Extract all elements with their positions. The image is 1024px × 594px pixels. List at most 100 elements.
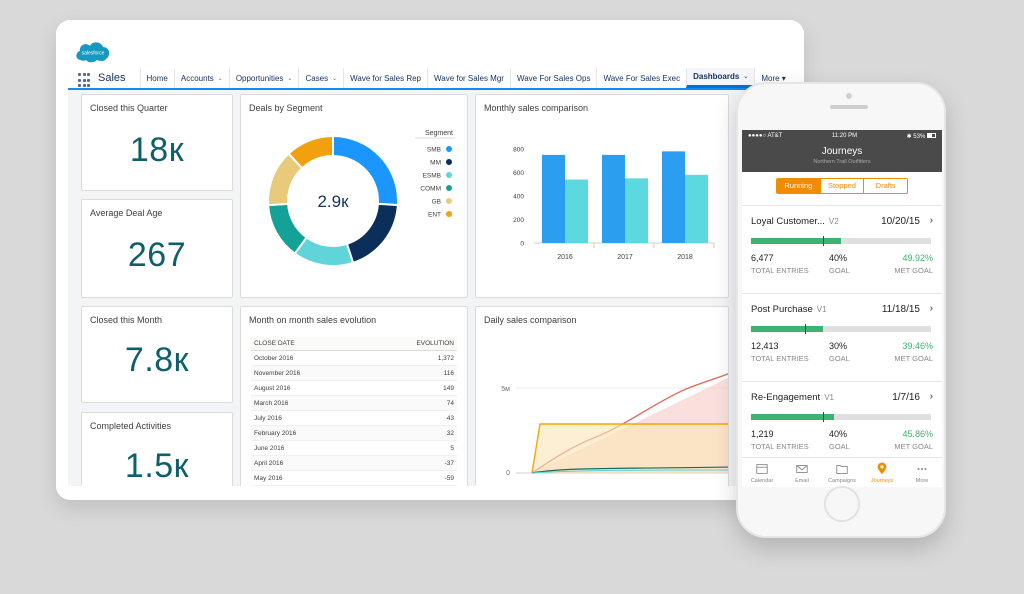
nav-tab-wave-for-sales-exec[interactable]: Wave For Sales Exec [596, 68, 686, 88]
salesforce-logo[interactable]: salesforce [73, 38, 113, 66]
daily-sales-chart: 5м 0 [501, 373, 728, 477]
total-entries-stat: 6,477 TOTAL ENTRIES [751, 253, 809, 275]
close-date-cell: May 2016 [251, 470, 364, 486]
table-row[interactable]: April 2016 -37 [251, 455, 457, 471]
table-row[interactable]: October 2016 1,372 [251, 350, 457, 366]
table-row[interactable]: May 2016 -59 [251, 470, 457, 486]
tab-campaigns[interactable]: Campaigns [822, 458, 862, 487]
chevron-right-icon[interactable]: › [929, 303, 933, 314]
nav-tab-wave-for-sales-ops[interactable]: Wave For Sales Ops [509, 68, 597, 88]
segment-running[interactable]: Running [777, 179, 820, 193]
close-date-cell: July 2016 [251, 410, 364, 426]
clock-text: 11:20 PM [831, 133, 858, 139]
column-header-close-date[interactable]: CLOSE DATE [251, 337, 364, 351]
chevron-down-icon[interactable]: ⌄ [287, 75, 293, 82]
journey-name-text: Re-Engagement [751, 392, 821, 403]
calendar-icon [756, 464, 768, 474]
daily-sales-card: Daily sales comparison 5м 0 [475, 306, 729, 486]
folder-icon [836, 465, 848, 474]
journey-progress-bar [751, 236, 931, 246]
column-header-evolution[interactable]: EVOLUTION [363, 337, 457, 351]
stat-value: 40% [829, 429, 848, 439]
kpi-value: 18к [129, 131, 185, 169]
journey-version: V1 [824, 393, 834, 402]
journey-name: Loyal Customer... V2 [751, 216, 839, 227]
legend-label: MM [430, 160, 441, 167]
kpi-value: 267 [127, 236, 187, 274]
donut-slice-ent[interactable] [287, 134, 334, 170]
app-launcher-icon[interactable] [78, 73, 92, 88]
deals-by-segment-card: Deals by Segment 2.9к Segment SMB MM ESMB COM… [240, 94, 468, 298]
nav-tab-wave-for-sales-mgr[interactable]: Wave for Sales Mgr [427, 68, 510, 88]
status-segmented-control: Running Stopped Drafts [776, 178, 908, 194]
email-icon [796, 465, 808, 473]
tab-journeys[interactable]: Journeys [862, 458, 902, 487]
x-tick-label: 2017 [617, 254, 633, 261]
nav-tab-label: Wave for Sales Mgr [434, 73, 504, 83]
legend-swatch [446, 172, 452, 178]
kpi-closed-quarter-card: Closed this Quarter 18к [81, 94, 233, 191]
phone-frame: ●●●●○ AT&T 11:20 PM ✱ 53% Journeys North… [736, 82, 946, 538]
nav-more-button[interactable]: More ▾ [754, 68, 791, 88]
nav-tab-dashboards[interactable]: Dashboards ⌄ [686, 68, 755, 88]
tab-email[interactable]: Email [782, 458, 822, 487]
bar-2016-series-1[interactable] [542, 154, 565, 243]
nav-tab-label: Cases [305, 73, 329, 83]
table-row[interactable]: July 2016 43 [251, 410, 457, 426]
goal-stat: 40% GOAL [829, 253, 850, 275]
evolution-cell: 1,372 [363, 350, 457, 366]
chevron-right-icon[interactable]: › [929, 215, 933, 226]
nav-tab-cases[interactable]: Cases ⌄ [298, 68, 343, 88]
bar-2017-series-1[interactable] [602, 154, 625, 243]
journey-name: Post Purchase V1 [751, 304, 827, 315]
stat-label: GOAL [829, 442, 850, 451]
x-tick-label: 2016 [557, 254, 573, 261]
journey-progress-bar [751, 412, 931, 422]
series-area-orange [532, 424, 728, 473]
nav-tab-opportunities[interactable]: Opportunities ⌄ [228, 68, 299, 88]
home-button[interactable] [824, 486, 860, 522]
monthly-sales-chart: 800 600 400 200 0 2016 2017 2018 [513, 147, 715, 261]
table-row[interactable]: June 2016 5 [251, 440, 457, 456]
nav-tab-wave-for-sales-rep[interactable]: Wave for Sales Rep [343, 68, 427, 88]
total-entries-stat: 12,413 TOTAL ENTRIES [751, 341, 809, 363]
series-line-green [531, 466, 728, 474]
x-tick-label: 2018 [677, 254, 693, 261]
stat-value: 30% [829, 341, 848, 351]
nav-tab-label: Opportunities [235, 73, 284, 83]
table-row[interactable]: February 2016 32 [251, 425, 457, 441]
goal-stat: 40% GOAL [829, 429, 850, 451]
nav-tab-home[interactable]: Home [139, 68, 174, 88]
bar-2017-series-2[interactable] [625, 178, 648, 243]
tab-calendar[interactable]: Calendar [742, 458, 782, 487]
nav-tab-accounts[interactable]: Accounts ⌄ [173, 68, 229, 88]
table-row[interactable]: November 2016 116 [251, 365, 457, 381]
close-date-cell: February 2016 [251, 425, 364, 441]
segment-stopped[interactable]: Stopped [819, 179, 864, 193]
chevron-down-icon[interactable]: ⌄ [217, 75, 223, 82]
journey-card[interactable]: Re-Engagement V1 1/7/16 › 1,219 TOTAL ENTRIES… [742, 381, 942, 469]
card-title: Monthly sales comparison [484, 103, 589, 113]
phone-screen: ●●●●○ AT&T 11:20 PM ✱ 53% Journeys North… [742, 130, 942, 487]
chevron-down-icon[interactable]: ⌄ [743, 74, 749, 80]
stat-label: MET GOAL [894, 442, 933, 451]
donut-slice-comm[interactable] [267, 202, 308, 255]
y-tick-label: 400 [513, 194, 524, 201]
kpi-value: 7.8к [124, 341, 190, 379]
bar-2018-series-2[interactable] [685, 174, 708, 243]
y-tick-label: 200 [513, 217, 524, 224]
journey-version: V2 [828, 217, 839, 226]
bar-2016-series-2[interactable] [565, 179, 588, 243]
chevron-right-icon[interactable]: › [929, 391, 933, 402]
phone-camera [846, 93, 852, 99]
journey-card[interactable]: Post Purchase V1 11/18/15 › 12,413 TOTAL ENTR… [742, 293, 942, 381]
table-row[interactable]: August 2016 149 [251, 380, 457, 396]
table-row[interactable]: March 2016 74 [251, 395, 457, 411]
journey-card[interactable]: Loyal Customer... V2 10/20/15 › 6,477 TOTAL E… [742, 205, 942, 293]
tab-more[interactable]: More [902, 458, 942, 487]
chevron-down-icon[interactable]: ⌄ [332, 75, 338, 82]
segment-drafts[interactable]: Drafts [863, 179, 907, 193]
bar-2018-series-1[interactable] [662, 151, 685, 243]
close-date-cell: April 2016 [251, 455, 364, 471]
donut-slice-mm[interactable] [345, 202, 399, 265]
